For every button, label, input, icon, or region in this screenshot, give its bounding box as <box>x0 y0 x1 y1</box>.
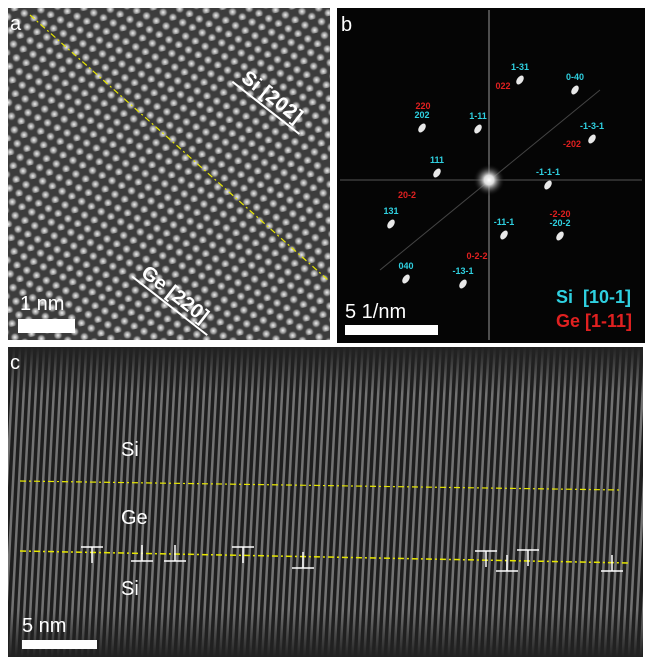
region-label: Ge <box>121 507 148 529</box>
diffraction-spot <box>418 123 426 133</box>
diffraction-spot <box>556 231 564 241</box>
spot-label: -20-2 <box>549 218 570 228</box>
spot-label: 220 <box>415 101 430 111</box>
arrow <box>131 275 208 336</box>
diffraction-spot <box>474 124 482 134</box>
diffraction-spot <box>500 230 508 240</box>
legend-entry: Si [10-1] <box>556 287 631 307</box>
scale-bar <box>22 640 97 649</box>
scale-bar <box>18 319 75 333</box>
spot-label: 20-2 <box>398 190 416 200</box>
interface-line <box>19 480 621 491</box>
scale-bar-label: 1 nm <box>20 293 64 315</box>
legend-entry: Ge [1-11] <box>556 311 632 331</box>
diffraction-spot <box>544 180 552 190</box>
spot-label: 0-40 <box>566 72 584 82</box>
spot-label: -11-1 <box>494 217 515 227</box>
dislocations <box>81 545 623 572</box>
arrow <box>231 80 300 135</box>
region-label: Si <box>121 578 139 600</box>
spot-label: 111 <box>430 155 444 165</box>
spot-label: -1-1-1 <box>536 167 560 177</box>
shading <box>8 347 643 657</box>
spot-label: 0-2-2 <box>466 251 487 261</box>
spot-labels: 1-31 0-40 202 1-11 -1-3-1 111 -1-1-1 131 -11-1 -2… <box>383 62 604 289</box>
spot-label: -202 <box>563 139 581 149</box>
spot-label: 022 <box>495 81 510 91</box>
hrtem-image <box>8 8 330 340</box>
panel-label: b <box>341 14 352 36</box>
central-beam <box>473 164 505 196</box>
panel-label: c <box>10 352 20 374</box>
spot-label: 040 <box>398 261 413 271</box>
spot-label: -13-1 <box>452 266 473 276</box>
diffraction-spot <box>402 274 410 284</box>
spot-label: -1-3-1 <box>580 121 604 131</box>
diffraction-spot <box>387 219 395 229</box>
diffraction-spot <box>516 75 524 85</box>
diffraction-spot <box>588 134 596 144</box>
spot-label: 1-31 <box>511 62 529 72</box>
spot-label: -2-20 <box>549 209 570 219</box>
scale-bar <box>345 325 438 335</box>
spot-label: 202 <box>414 110 429 120</box>
scale-bar-label: 5 1/nm <box>345 301 406 323</box>
diffraction-spot <box>459 279 467 289</box>
spot-label: 1-11 <box>469 111 487 121</box>
scale-bar-label: 5 nm <box>22 615 66 637</box>
spot-label: 131 <box>383 206 398 216</box>
diffraction-spot <box>433 168 441 178</box>
panel-label: a <box>10 13 22 35</box>
region-label: Si <box>121 439 139 461</box>
diffraction-spot <box>571 85 579 95</box>
interface-line <box>29 14 329 281</box>
